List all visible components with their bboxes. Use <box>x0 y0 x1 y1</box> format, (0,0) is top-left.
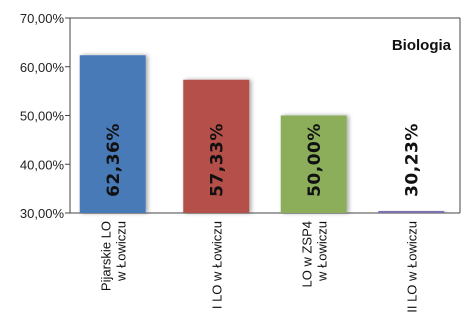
bar-value-label: 57,33% <box>207 123 227 197</box>
y-tick-label: 30,00% <box>20 206 65 221</box>
x-category-label: w Łowiczu <box>113 221 128 282</box>
x-category-label: w Łowiczu <box>314 221 329 282</box>
chart-title: Biologia <box>392 37 452 54</box>
bar <box>280 115 347 213</box>
y-tick-label: 60,00% <box>20 60 65 75</box>
bars-group: 62,36% 57,33% 50,00% 30,23% <box>79 55 445 214</box>
y-tick-label: 50,00% <box>20 109 65 124</box>
y-tick-label: 70,00% <box>20 11 65 26</box>
x-category-label: Pijarskie LO <box>98 221 113 291</box>
bar <box>79 55 146 214</box>
x-category-label: I LO w Łowiczu <box>209 221 224 309</box>
bar <box>378 211 445 213</box>
x-category-label: II LO w Łowiczu <box>404 221 419 313</box>
bar <box>183 79 250 213</box>
y-axis: 30,00% 40,00% 50,00% 60,00% 70,00% <box>20 11 70 221</box>
bar-value-label: 62,36% <box>104 123 124 197</box>
x-category-label: LO w ZSP4 <box>299 221 314 287</box>
y-tick-label: 40,00% <box>20 157 65 172</box>
bar-value-label: 50,00% <box>305 123 325 197</box>
bar-value-label: 30,23% <box>402 123 422 197</box>
x-axis: Pijarskie LO w Łowiczu I LO w Łowiczu LO w … <box>98 221 419 313</box>
